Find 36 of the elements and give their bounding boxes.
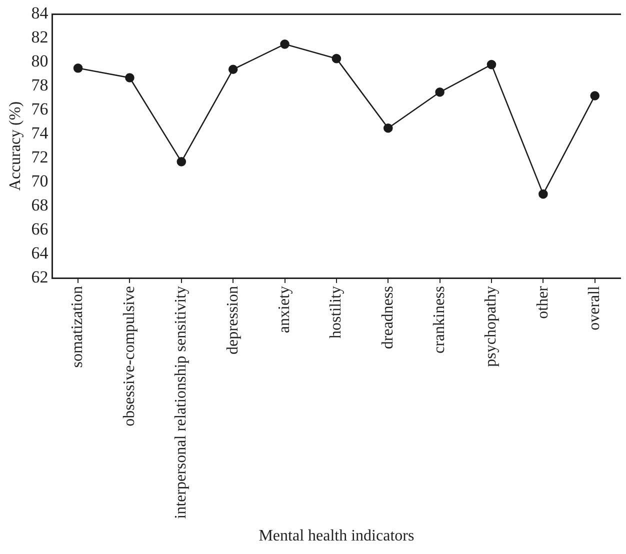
point [176, 157, 186, 166]
x-tick-label: other [534, 285, 552, 319]
x-tick-label: somatization [69, 286, 86, 368]
y-tick-label: 70 [31, 172, 48, 191]
point [280, 40, 290, 49]
x-tick-label: anxiety [276, 286, 293, 334]
y-tick-label: 76 [31, 100, 48, 119]
y-tick-label: 84 [31, 4, 49, 23]
x-tick-label: psychopathy [482, 286, 500, 367]
x-tick-label: crankiness [431, 286, 448, 354]
y-tick-label: 62 [31, 267, 48, 286]
x-tick-label: depression [224, 286, 242, 354]
x-tick-label: overall [586, 285, 604, 330]
y-tick-label: 64 [31, 243, 49, 262]
point [538, 189, 548, 199]
point [435, 87, 444, 97]
y-tick-label: 80 [31, 52, 48, 71]
y-tick-label: 66 [31, 220, 48, 239]
y-tick-label: 74 [31, 124, 49, 143]
point [73, 64, 83, 73]
point [486, 60, 496, 70]
point [332, 54, 342, 64]
x-tick-label: hostility [328, 286, 345, 338]
x-tick-label: interpersonal relationship sensitivity [172, 286, 190, 519]
point [125, 73, 134, 82]
y-tick-label: 72 [31, 148, 48, 167]
point [383, 123, 393, 133]
x-axis-title: Mental health indicators [258, 528, 414, 545]
y-axis-title: Accuracy (%) [6, 101, 24, 191]
x-tick-label: dreadness [379, 286, 396, 350]
y-tick-label: 78 [31, 76, 48, 95]
point [590, 91, 600, 100]
y-tick-label: 82 [31, 28, 48, 47]
x-tick-label: obsessive-compulsive [120, 286, 138, 426]
point [228, 64, 238, 74]
y-tick-label: 68 [31, 196, 48, 215]
